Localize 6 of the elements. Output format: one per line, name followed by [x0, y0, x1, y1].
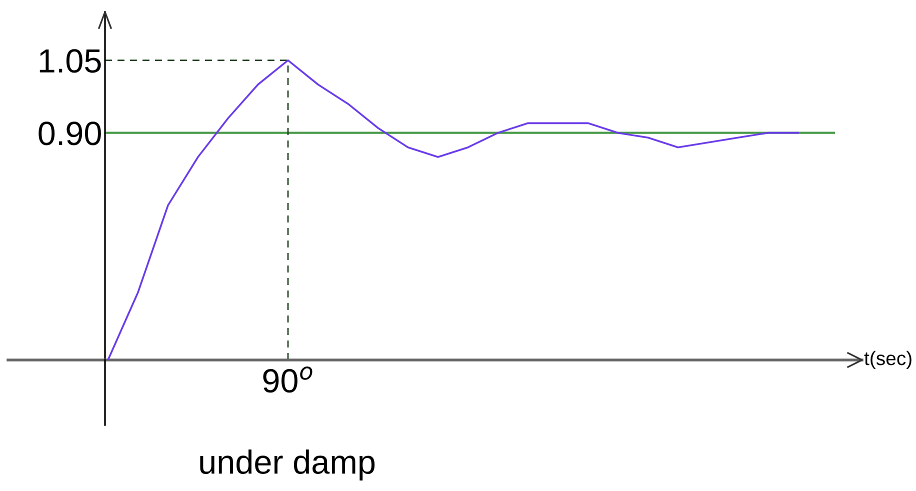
- x-axis-title: t(sec): [864, 350, 912, 370]
- line-series: [107, 59, 799, 360]
- y-tick-label: 1.05: [40, 49, 101, 73]
- y-tick-label: 0.90: [38, 122, 101, 146]
- x-tick-label: 90$^{o}$: [263, 366, 312, 393]
- text: under damp: [200, 449, 375, 481]
